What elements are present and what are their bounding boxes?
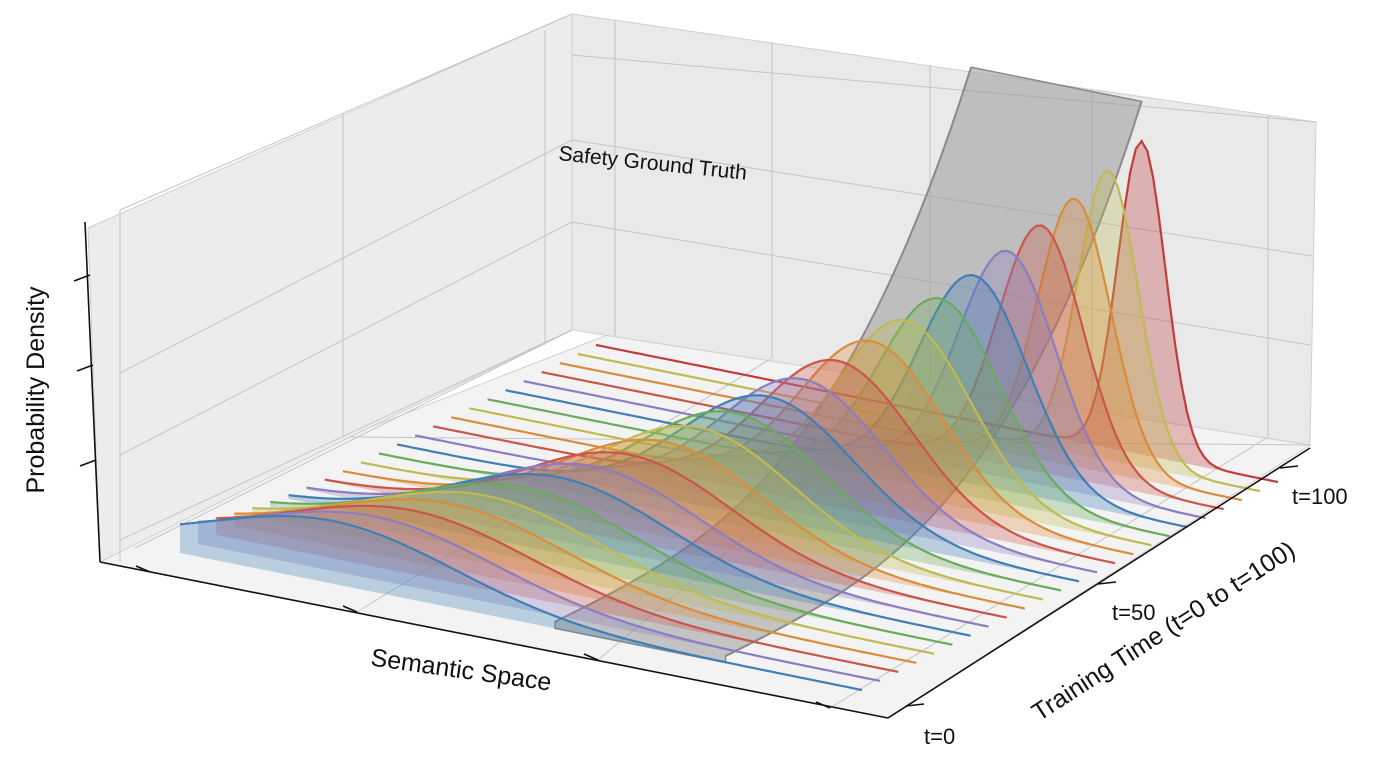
ridge-line bbox=[378, 410, 1062, 592]
ridge-fill bbox=[397, 395, 1079, 582]
ridge-series-15 bbox=[451, 339, 1134, 556]
ridge-line bbox=[559, 197, 1243, 502]
ridge-fill bbox=[198, 511, 881, 681]
ridge-series-22 bbox=[577, 169, 1261, 493]
x-tick bbox=[583, 653, 599, 661]
z-tick bbox=[73, 274, 91, 282]
ridge-line bbox=[234, 498, 917, 664]
x-axis-line bbox=[99, 561, 889, 719]
ridge-series-20 bbox=[541, 224, 1224, 511]
ridge-series-21 bbox=[559, 197, 1243, 502]
y-tick bbox=[1279, 465, 1299, 469]
ridge-fill bbox=[487, 298, 1170, 537]
ridge-fill bbox=[451, 340, 1134, 555]
ridge-line bbox=[432, 358, 1116, 565]
ridge-line bbox=[252, 490, 935, 655]
ridge-series-2 bbox=[216, 504, 899, 673]
gridline bbox=[829, 436, 1269, 709]
ridge-fill bbox=[523, 250, 1206, 519]
ridge-line bbox=[414, 377, 1098, 574]
ridge-series-0 bbox=[179, 514, 863, 692]
ridge-fill bbox=[541, 225, 1224, 510]
ridge-line bbox=[505, 273, 1188, 529]
ridge-fill bbox=[559, 198, 1242, 501]
ridge-fill bbox=[577, 170, 1260, 491]
y-tick bbox=[905, 703, 925, 707]
z-tick bbox=[79, 459, 97, 467]
ridge-fill bbox=[360, 426, 1043, 600]
ridge-series-19 bbox=[523, 249, 1206, 520]
ridge-fill bbox=[596, 141, 1278, 482]
ground-truth-edge bbox=[554, 66, 973, 623]
ridge-fill bbox=[270, 483, 953, 645]
ridge-line bbox=[595, 139, 1279, 484]
x-tick bbox=[815, 701, 831, 709]
ridge-line bbox=[577, 169, 1261, 493]
ridge-series-13 bbox=[414, 377, 1098, 574]
gridline bbox=[134, 329, 573, 549]
gridline bbox=[119, 329, 573, 541]
y-tick-label-t50: t=50 bbox=[1112, 600, 1155, 625]
ridge-series-23 bbox=[595, 139, 1279, 484]
ridge-line bbox=[198, 510, 881, 682]
y-tick-label-t0: t=0 bbox=[924, 724, 955, 749]
ridge-line bbox=[451, 339, 1134, 556]
y-axis-line bbox=[887, 447, 1311, 719]
z-axis-line bbox=[84, 221, 101, 563]
x-tick bbox=[135, 565, 151, 573]
ridge-fill bbox=[415, 378, 1098, 573]
ridge-line bbox=[396, 394, 1080, 583]
gridline bbox=[119, 221, 573, 456]
ridge-fill bbox=[324, 452, 1007, 618]
chart-axes bbox=[73, 221, 1311, 719]
ridge-fill bbox=[216, 505, 899, 672]
z-tick bbox=[76, 364, 94, 372]
x-tick bbox=[342, 605, 358, 613]
gridline bbox=[571, 54, 1317, 123]
ridge-line bbox=[216, 504, 899, 673]
ridge-fill bbox=[252, 491, 935, 654]
ridge-fill bbox=[342, 439, 1025, 609]
gridline bbox=[356, 357, 773, 613]
ridge-series-1 bbox=[198, 510, 881, 682]
ridge-series bbox=[179, 139, 1279, 692]
z-axis-label: Probability Density bbox=[22, 286, 50, 494]
x-axis-label: Semantic Space bbox=[369, 644, 553, 697]
y-tick bbox=[1097, 581, 1117, 585]
ridge-series-4 bbox=[252, 490, 935, 655]
ridge-line bbox=[523, 249, 1206, 520]
ridge-fill bbox=[505, 275, 1188, 528]
ridge-series-18 bbox=[505, 273, 1188, 529]
ridge-series-12 bbox=[396, 394, 1080, 583]
ridge-line bbox=[469, 318, 1152, 547]
ridge-line bbox=[179, 514, 863, 692]
ridge-fill bbox=[469, 319, 1152, 546]
gridline bbox=[119, 139, 573, 374]
ridge-series-16 bbox=[469, 318, 1152, 547]
ridge-line bbox=[541, 224, 1224, 511]
gridline bbox=[119, 13, 573, 211]
y-tick-label-t100: t=100 bbox=[1292, 484, 1348, 509]
